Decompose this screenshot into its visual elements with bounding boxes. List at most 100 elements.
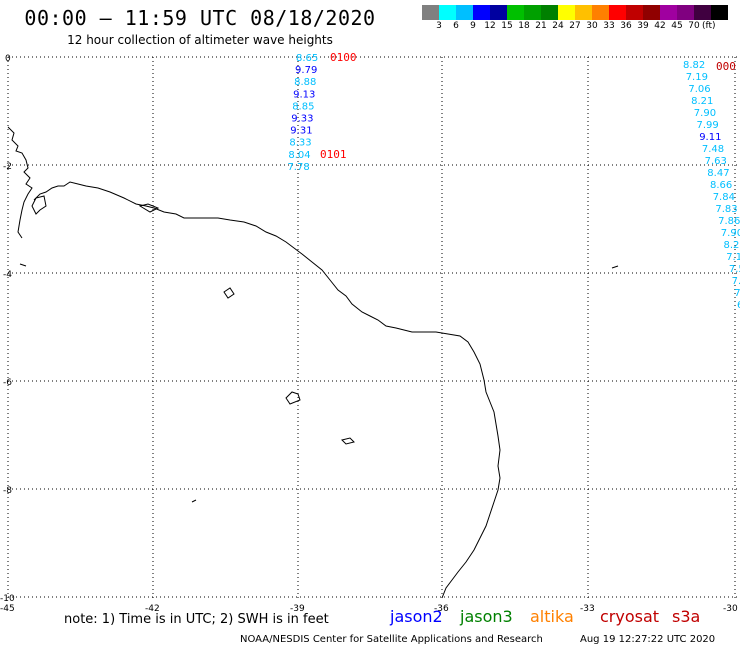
x-label: -33 xyxy=(580,604,595,614)
wave-height-value: 7.19 xyxy=(726,252,740,263)
scale-label: 18 xyxy=(518,21,530,31)
generated-timestamp: Aug 19 12:27:22 UTC 2020 xyxy=(580,634,716,645)
legend-s3a: s3a xyxy=(672,607,701,626)
wave-height-value: 9.13 xyxy=(293,89,315,100)
wave-height-value: 8.66 xyxy=(710,180,732,191)
x-label: -39 xyxy=(290,604,305,614)
wave-height-value: 7.63 xyxy=(705,156,727,167)
wave-height-value: 7.84 xyxy=(713,192,735,203)
altimeter-track-2: 000 8.827.197.068.217.907.999.117.487.63… xyxy=(683,60,740,323)
y-label: -4 xyxy=(3,270,12,280)
scale-swatch xyxy=(439,5,456,20)
wave-height-value: 7.19 xyxy=(686,72,708,83)
scale-label: 3 xyxy=(436,21,442,31)
legend-altika: altika xyxy=(530,607,574,626)
wave-height-value: 9.79 xyxy=(295,65,317,76)
scale-swatch xyxy=(541,5,558,20)
scale-swatch xyxy=(711,5,728,20)
wave-height-value: 8.82 xyxy=(683,60,705,71)
scale-label: 15 xyxy=(501,21,513,31)
y-label: -2 xyxy=(3,162,12,172)
legend-jason3: jason3 xyxy=(460,607,513,626)
scale-label: 12 xyxy=(484,21,496,31)
wave-height-value: 7.78 xyxy=(287,162,309,173)
scale-swatch xyxy=(660,5,677,20)
color-scale-labels: 3 6 9 12 15 18 21 24 27 30 33 36 39 42 45 70 xyxy=(422,21,740,33)
wave-height-value: 9.33 xyxy=(291,114,313,125)
scale-swatch xyxy=(524,5,541,20)
y-label: -8 xyxy=(3,486,12,496)
wave-height-value: 8.21 xyxy=(691,96,713,107)
scale-swatch xyxy=(677,5,694,20)
scale-label: 30 xyxy=(586,21,598,31)
wave-height-value: 9.11 xyxy=(699,132,721,143)
scale-label: 70 xyxy=(688,21,700,31)
wave-height-value: 8.65 xyxy=(296,53,318,64)
scale-label: 24 xyxy=(552,21,564,31)
scale-label: 9 xyxy=(470,21,476,31)
scale-swatch xyxy=(507,5,524,20)
wave-height-value: 7.90 xyxy=(721,228,740,239)
scale-label: 21 xyxy=(535,21,547,31)
wave-height-value: 8.85 xyxy=(292,101,314,112)
wave-height-value: 8.88 xyxy=(294,77,316,88)
legend-jason2: jason2 xyxy=(390,607,443,626)
map-subtitle: 12 hour collection of altimeter wave hei… xyxy=(67,33,333,47)
wave-height-value: 7.99 xyxy=(697,120,719,131)
wave-height-value: 9.31 xyxy=(290,126,312,137)
scale-swatch xyxy=(575,5,592,20)
scale-label: 27 xyxy=(569,21,581,31)
track-start-time: 000 xyxy=(716,60,736,73)
scale-label: 45 xyxy=(671,21,683,31)
scale-swatch xyxy=(643,5,660,20)
coastline xyxy=(7,126,619,599)
map-title: 00:00 – 11:59 UTC 08/18/2020 xyxy=(24,6,376,30)
wave-height-value: 6. xyxy=(737,300,740,311)
x-label: -30 xyxy=(723,604,738,614)
scale-label: 33 xyxy=(603,21,615,31)
scale-label: 6 xyxy=(453,21,459,31)
y-label: -10 xyxy=(0,594,15,604)
wave-height-value: 7.5 xyxy=(729,264,740,275)
wave-height-value: 8.33 xyxy=(289,138,311,149)
wave-height-value: 8.47 xyxy=(707,168,729,179)
map-grid xyxy=(7,56,740,600)
wave-height-value: 8.04 xyxy=(288,150,310,161)
wave-height-value: 7.48 xyxy=(702,144,724,155)
wave-height-value: 7.86 xyxy=(718,216,740,227)
wave-height-value: 7.06 xyxy=(688,84,710,95)
scale-label: 39 xyxy=(637,21,649,31)
scale-label: 42 xyxy=(654,21,666,31)
scale-swatch xyxy=(609,5,626,20)
scale-swatch xyxy=(422,5,439,20)
x-axis-labels: -45 -42 -39 -36 -33 -30 xyxy=(0,604,738,614)
wave-height-color-scale xyxy=(422,5,728,20)
y-axis-labels: 0 -2 -4 -6 -8 -10 xyxy=(0,54,15,604)
y-label: -6 xyxy=(3,378,12,388)
altimeter-track-1: 0100 0101 8.659.798.889.138.859.339.318.… xyxy=(287,51,356,173)
x-label: -45 xyxy=(0,604,15,614)
credit-text: NOAA/NESDIS Center for Satellite Applica… xyxy=(240,634,543,645)
scale-swatch xyxy=(456,5,473,20)
track-end-time: 0101 xyxy=(320,148,347,161)
wave-height-value: 7.90 xyxy=(694,108,716,119)
scale-unit: (ft) xyxy=(702,21,716,31)
scale-swatch xyxy=(626,5,643,20)
wave-height-value: 7.83 xyxy=(715,204,737,215)
track-start-time: 0100 xyxy=(330,51,357,64)
legend-cryosat: cryosat xyxy=(600,607,660,626)
scale-label: 36 xyxy=(620,21,632,31)
scale-swatch xyxy=(694,5,711,20)
wave-height-value: 8.21 xyxy=(724,240,740,251)
scale-swatch xyxy=(592,5,609,20)
map-note: note: 1) Time is in UTC; 2) SWH is in fe… xyxy=(64,612,329,627)
scale-swatch xyxy=(473,5,490,20)
wave-height-value: 7. xyxy=(734,288,740,299)
y-label: 0 xyxy=(5,54,11,64)
scale-swatch xyxy=(558,5,575,20)
x-label: -42 xyxy=(145,604,160,614)
wave-height-value: 7. xyxy=(732,276,740,287)
scale-swatch xyxy=(490,5,507,20)
x-label: -36 xyxy=(434,604,449,614)
